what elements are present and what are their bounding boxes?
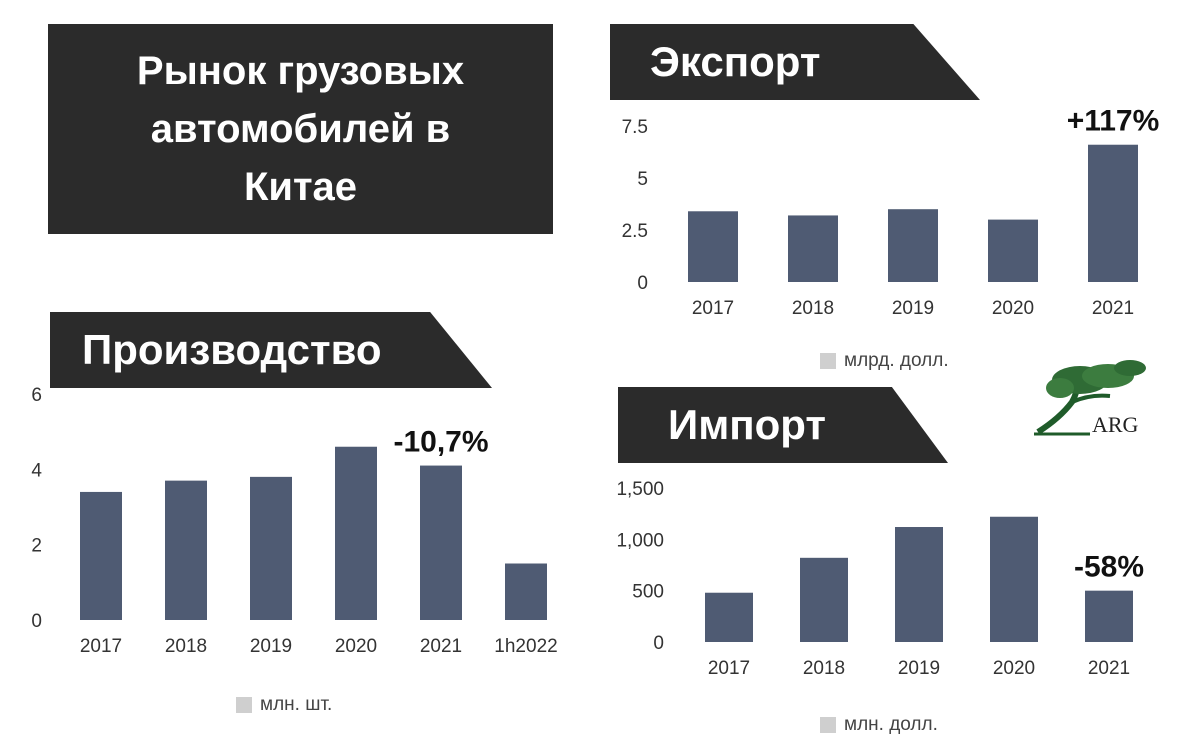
y-tick-label: 7.5 <box>622 117 648 138</box>
x-tick-label: 2019 <box>898 658 940 679</box>
bar <box>788 215 838 282</box>
svg-text:ARG: ARG <box>1092 412 1139 437</box>
bar <box>800 557 848 642</box>
y-tick-label: 2 <box>31 536 42 557</box>
x-tick-label: 2021 <box>1088 658 1130 679</box>
y-tick-label: 0 <box>31 611 42 632</box>
y-tick-label: 6 <box>31 385 42 406</box>
export-legend: млрд. долл. <box>820 350 949 372</box>
change-annotation: +117% <box>1067 105 1160 138</box>
bar <box>705 592 753 642</box>
bar <box>988 219 1038 282</box>
y-tick-label: 1,500 <box>616 479 664 500</box>
bar <box>895 527 943 642</box>
export-title: Экспорт <box>650 38 821 85</box>
bar <box>80 491 122 620</box>
x-tick-label: 2017 <box>708 658 750 679</box>
x-tick-label: 2020 <box>992 298 1034 319</box>
x-tick-label: 2020 <box>335 636 377 657</box>
bar <box>990 516 1038 642</box>
x-tick-label: 2019 <box>250 636 292 657</box>
change-annotation: -58% <box>1074 551 1144 584</box>
y-tick-label: 500 <box>632 582 664 603</box>
y-tick-label: 0 <box>653 633 664 654</box>
x-tick-label: 2018 <box>165 636 207 657</box>
bar <box>688 211 738 282</box>
production-legend: млн. шт. <box>236 694 332 716</box>
y-tick-label: 2.5 <box>622 221 648 242</box>
x-tick-label: 2020 <box>993 658 1035 679</box>
x-tick-label: 1h2022 <box>494 636 557 657</box>
y-tick-label: 4 <box>31 460 42 481</box>
import-legend-label: млн. долл. <box>844 714 938 735</box>
export-legend-label: млрд. долл. <box>844 350 949 371</box>
import-chart: 0 500 1,000 1,500 2017 2018 2019 2020 2021 -58% <box>616 479 1144 679</box>
production-legend-label: млн. шт. <box>260 694 333 715</box>
import-title: Импорт <box>668 401 826 448</box>
bar <box>505 563 547 620</box>
import-banner: Импорт <box>618 387 948 463</box>
y-tick-label: 0 <box>637 273 648 294</box>
x-tick-label: 2021 <box>1092 298 1134 319</box>
y-tick-label: 5 <box>637 169 648 190</box>
x-tick-label: 2017 <box>80 636 122 657</box>
bar <box>420 465 462 620</box>
bar <box>165 480 207 620</box>
x-tick-label: 2019 <box>892 298 934 319</box>
bar <box>250 476 292 620</box>
legend-swatch <box>820 717 836 733</box>
production-title: Производство <box>82 326 382 373</box>
x-tick-label: 2018 <box>803 658 845 679</box>
main-title-box: Рынок грузовых автомобилей в Китае <box>48 24 553 234</box>
page-title: Рынок грузовых автомобилей в Китае <box>136 49 465 209</box>
import-legend: млн. долл. <box>820 714 938 736</box>
export-chart: 0 2.5 5 7.5 2017 2018 2019 2020 2021 +117% <box>622 105 1160 319</box>
arg-logo: ARG <box>1030 358 1150 438</box>
y-tick-label: 1,000 <box>616 530 664 551</box>
x-tick-label: 2021 <box>420 636 462 657</box>
production-banner: Производство <box>50 312 492 388</box>
export-banner: Экспорт <box>610 24 980 100</box>
legend-swatch <box>236 697 252 713</box>
production-chart: 0 2 4 6 2017 2018 2019 2020 2021 1h2022 -10,7% <box>31 385 557 657</box>
x-tick-label: 2017 <box>692 298 734 319</box>
change-annotation: -10,7% <box>393 426 488 459</box>
bar <box>1088 144 1138 282</box>
bar <box>335 446 377 620</box>
x-tick-label: 2018 <box>792 298 834 319</box>
legend-swatch <box>820 353 836 369</box>
bar <box>888 209 938 282</box>
bar <box>1085 590 1133 642</box>
